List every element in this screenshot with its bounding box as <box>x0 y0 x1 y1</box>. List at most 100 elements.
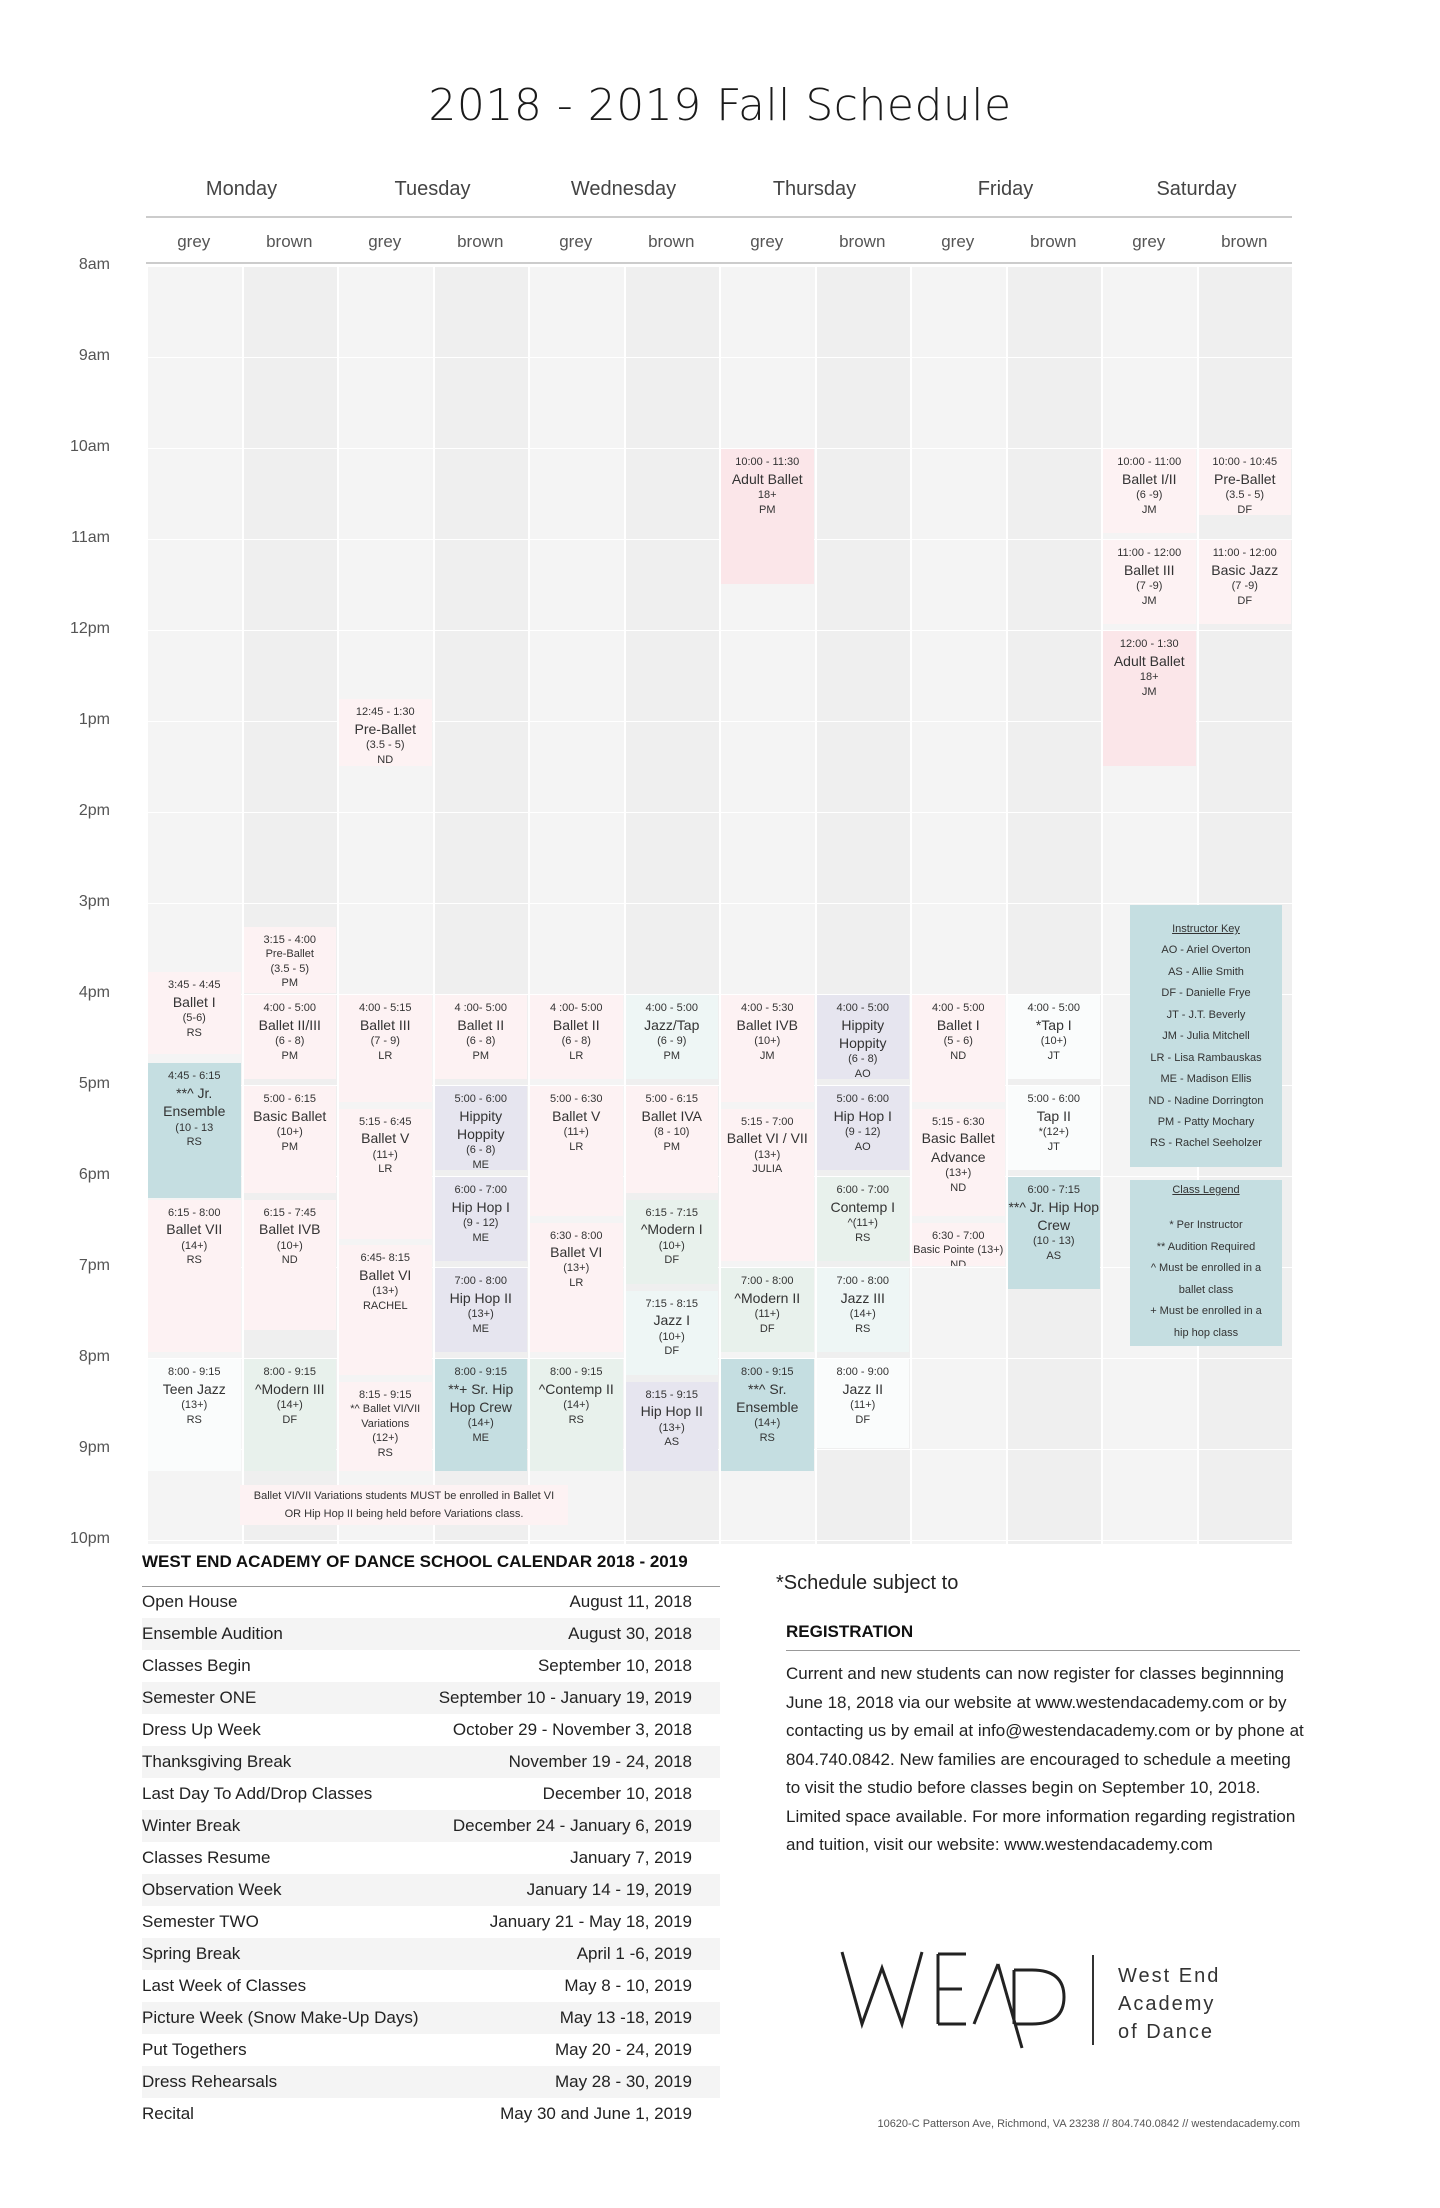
class-name: Hip Hop II <box>449 1289 512 1306</box>
subcolumn-header: grey <box>719 216 815 264</box>
class-time: 5:00 - 6:00 <box>454 1093 508 1105</box>
class-name: **^ Sr. Ensemble <box>736 1380 799 1415</box>
class-block: 8:00 - 9:15 **^ Sr. Ensemble (14+) RS <box>721 1359 814 1471</box>
class-block: 6:15 - 7:45 Ballet IVB (10+) ND <box>243 1199 336 1330</box>
class-age: (13+) <box>658 1421 685 1434</box>
class-legend: Class Legend * Per Instructor ** Audition… <box>1130 1180 1282 1346</box>
class-block: 6:00 - 7:00 Contemp I ^(11+) RS <box>816 1177 909 1262</box>
class-block: 5:00 - 6:00 Hippity Hoppity (6 - 8) ME <box>434 1086 527 1171</box>
class-name: Contemp I <box>830 1198 896 1215</box>
class-block: 6:45- 8:15 Ballet VI (13+) RACHEL <box>339 1245 432 1376</box>
variations-note: Ballet VI/VII Variations students MUST b… <box>240 1485 568 1525</box>
class-instructor: ME <box>472 1158 490 1171</box>
calendar-event: Classes Begin <box>142 1656 251 1675</box>
instructor-key-title: Instructor Key <box>1172 923 1240 935</box>
class-name: Jazz II <box>842 1380 883 1397</box>
calendar-date: May 8 - 10, 2019 <box>564 1976 692 1995</box>
class-time: 6:45- 8:15 <box>360 1252 411 1265</box>
class-time: 12:00 - 1:30 <box>1119 638 1179 650</box>
class-block: 11:00 - 12:00 Basic Jazz (7 -9) DF <box>1198 540 1291 625</box>
class-instructor: PM <box>281 977 299 990</box>
logo-wordmark: West End Academy of Dance <box>1118 1962 1220 2046</box>
class-name: Teen Jazz <box>162 1380 226 1397</box>
time-label: 8am <box>78 256 110 273</box>
class-age: (5-6) <box>182 1012 206 1025</box>
calendar-row: Classes Begin September 10, 2018 <box>142 1650 720 1682</box>
class-time: 6:15 - 8:00 <box>167 1206 221 1219</box>
hour-line <box>146 1540 1300 1541</box>
class-age: (3.5 - 5) <box>1225 488 1264 501</box>
class-block: 4:00 - 5:00 Hippity Hoppity (6 - 8) AO <box>816 995 909 1080</box>
class-instructor: RS <box>855 1322 871 1335</box>
instructor-key-item: JM - Julia Mitchell <box>1162 1030 1250 1043</box>
class-age: (14+) <box>754 1417 781 1430</box>
class-instructor: JM <box>759 1049 775 1062</box>
class-age: ^(11+) <box>847 1216 878 1229</box>
calendar-row: Recital May 30 and June 1, 2019 <box>142 2098 720 2130</box>
class-time: 5:00 - 6:15 <box>645 1093 699 1105</box>
class-block: 5:00 - 6:00 Tap II *(12+) JT <box>1007 1086 1100 1171</box>
class-name: Ballet I/II <box>1122 470 1177 487</box>
class-time: 5:00 - 6:00 <box>836 1093 890 1105</box>
class-time: 4:00 - 5:15 <box>358 1002 412 1014</box>
class-age: (13+) <box>945 1167 972 1180</box>
calendar-event: Classes Resume <box>142 1848 271 1867</box>
class-time: 6:15 - 7:45 <box>263 1206 317 1219</box>
class-time: 5:15 - 6:30 <box>931 1115 985 1128</box>
calendar-event: Semester ONE <box>142 1688 257 1707</box>
class-block: 8:00 - 9:15 **+ Sr. Hip Hop Crew (14+) ME <box>434 1359 527 1471</box>
class-block: 5:00 - 6:15 Basic Ballet (10+) PM <box>243 1086 336 1194</box>
class-instructor: LR <box>569 1277 584 1289</box>
class-name: Ballet III <box>359 1016 411 1033</box>
class-instructor: RS <box>186 1026 202 1039</box>
variations-note-line: Ballet VI/VII Variations students MUST b… <box>253 1490 555 1502</box>
class-block: 6:00 - 7:15 **^ Jr. Hip Hop Crew (10 - 13)… <box>1007 1177 1100 1289</box>
time-label: 3pm <box>78 893 110 910</box>
class-instructor: RACHEL <box>362 1299 408 1312</box>
class-time: 3:15 - 4:00 <box>263 933 317 946</box>
calendar-date: May 20 - 24, 2019 <box>554 2040 692 2059</box>
class-age: (11+) <box>850 1398 876 1411</box>
instructor-key-item: ND - Nadine Dorrington <box>1148 1094 1264 1107</box>
class-name: *^ Ballet VI/VII Variations <box>350 1403 421 1430</box>
class-time: 5:15 - 7:00 <box>740 1115 794 1128</box>
class-time: 4 :00- 5:00 <box>454 1002 508 1014</box>
class-block: 5:15 - 6:45 Ballet V (11+) LR <box>339 1108 432 1239</box>
calendar-date: December 10, 2018 <box>542 1784 692 1803</box>
class-instructor: DF <box>759 1322 775 1335</box>
class-time: 8:00 - 9:15 <box>167 1366 221 1378</box>
class-block: 4:45 - 6:15 **^ Jr. Ensemble (10 - 13 RS <box>148 1063 241 1198</box>
time-label: 6pm <box>78 1166 110 1183</box>
calendar-event: Picture Week (Snow Make-Up Days) <box>142 2008 419 2027</box>
class-name: Hippity Hoppity <box>839 1016 887 1051</box>
subcolumn-header: grey <box>528 216 624 264</box>
class-instructor: LR <box>569 1140 584 1153</box>
class-block: 6:15 - 7:15 ^Modern I (10+) DF <box>625 1199 718 1285</box>
calendar-row: Open House August 11, 2018 <box>142 1586 720 1618</box>
grid-column <box>910 266 1006 1544</box>
class-block: 4:00 - 5:00 *Tap I (10+) JT <box>1007 995 1100 1080</box>
class-block: 7:00 - 8:00 Jazz III (14+) RS <box>816 1268 909 1353</box>
class-instructor: JT <box>1047 1049 1060 1062</box>
calendar-row: Put Togethers May 20 - 24, 2019 <box>142 2034 720 2066</box>
calendar-event: Ensemble Audition <box>142 1624 283 1643</box>
class-instructor: PM <box>281 1049 299 1062</box>
class-time: 5:00 - 6:15 <box>263 1093 317 1105</box>
class-name: Basic Jazz <box>1211 561 1279 578</box>
class-instructor: ND <box>950 1258 967 1266</box>
time-label: 12pm <box>69 620 110 637</box>
calendar-date: November 19 - 24, 2018 <box>508 1752 692 1771</box>
class-legend-item: ** Audition Required <box>1156 1240 1256 1253</box>
class-time: 4:00 - 5:00 <box>836 1002 890 1014</box>
class-instructor: AO <box>854 1067 871 1080</box>
time-label: 9am <box>78 347 110 364</box>
class-block: 8:00 - 9:15 Teen Jazz (13+) RS <box>148 1359 241 1471</box>
class-name: Basic Pointe (13+) <box>913 1244 1004 1257</box>
class-instructor: AS <box>664 1436 680 1449</box>
class-legend-item: ballet class <box>1178 1283 1234 1296</box>
day-header: Wednesday <box>570 178 677 200</box>
class-name: **^ Jr. Hip Hop Crew <box>1008 1198 1100 1233</box>
class-name: Ballet VI / VII <box>726 1130 808 1147</box>
calendar-date: May 13 -18, 2019 <box>559 2008 692 2027</box>
class-age: (10+) <box>276 1125 303 1138</box>
